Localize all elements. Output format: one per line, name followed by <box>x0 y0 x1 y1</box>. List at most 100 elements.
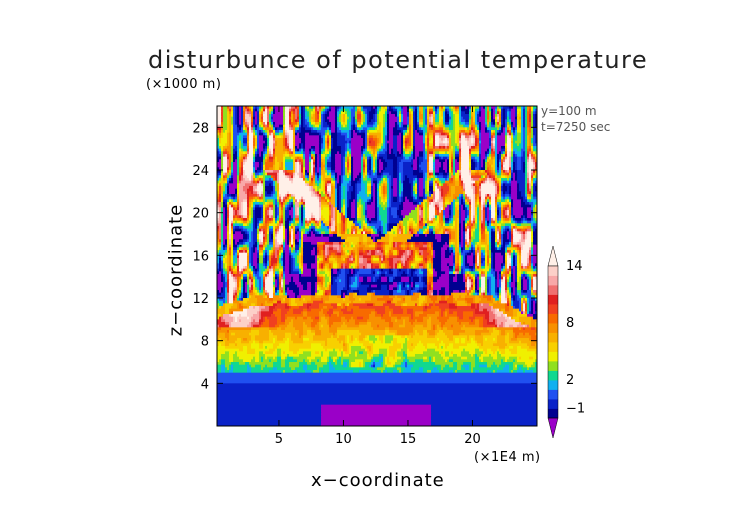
heatmap-cell <box>401 188 404 192</box>
heatmap-cell <box>387 127 390 131</box>
heatmap-cell <box>473 210 476 214</box>
heatmap-cell <box>437 183 440 187</box>
heatmap-cell <box>429 127 432 131</box>
heatmap-cell <box>365 130 368 134</box>
heatmap-cell <box>311 146 316 150</box>
heatmap-cell <box>473 191 476 195</box>
heatmap-cell <box>455 130 460 134</box>
heatmap-cell <box>311 212 314 216</box>
heatmap-cell <box>397 164 400 168</box>
heatmap-cell <box>397 167 400 171</box>
heatmap-cell <box>431 138 434 142</box>
heatmap-cell <box>521 199 524 203</box>
heatmap-cell <box>453 210 456 214</box>
heatmap-cell <box>505 132 508 136</box>
heatmap-cell <box>455 218 458 222</box>
heatmap-cell <box>263 143 268 147</box>
heatmap-cell <box>479 156 482 160</box>
heatmap-cell <box>475 183 478 187</box>
heatmap-cell <box>239 204 242 208</box>
heatmap-cell <box>393 143 398 147</box>
heatmap-cell <box>319 108 322 112</box>
heatmap-cell <box>223 183 226 187</box>
heatmap-cell <box>511 210 514 214</box>
heatmap-cell <box>443 204 446 208</box>
heatmap-cell <box>521 111 524 115</box>
heatmap-cell <box>217 154 222 158</box>
heatmap-cell <box>379 186 382 190</box>
heatmap-cell <box>285 154 290 158</box>
heatmap-cell <box>271 124 274 128</box>
heatmap-cell <box>309 124 312 128</box>
heatmap-cell <box>217 186 220 190</box>
heatmap-cell <box>515 164 518 168</box>
heatmap-cell <box>357 199 360 203</box>
heatmap-cell <box>249 114 252 118</box>
heatmap-cell <box>425 204 428 208</box>
heatmap-cell <box>453 175 456 179</box>
heatmap-cell <box>431 127 434 131</box>
heatmap-cell <box>475 164 478 168</box>
heatmap-cell <box>485 124 488 128</box>
heatmap-cell <box>485 119 488 123</box>
heatmap-cell <box>505 159 510 163</box>
heatmap-cell <box>367 175 370 179</box>
heatmap-cell <box>523 108 526 112</box>
heatmap-cell <box>353 119 356 123</box>
heatmap-cell <box>413 132 416 136</box>
heatmap-cell <box>315 172 318 176</box>
heatmap-cell <box>339 106 342 110</box>
heatmap-cell <box>371 162 374 166</box>
heatmap-cell <box>223 212 226 216</box>
heatmap-cell <box>365 186 368 190</box>
heatmap-cell <box>305 119 308 123</box>
heatmap-cell <box>263 188 266 192</box>
heatmap-cell <box>419 215 424 219</box>
heatmap-cell <box>449 154 452 158</box>
heatmap-cell <box>373 156 376 160</box>
heatmap-cell <box>443 164 448 168</box>
heatmap-cell <box>249 108 252 112</box>
heatmap-cell <box>223 210 226 214</box>
heatmap-cell <box>269 159 274 163</box>
heatmap-cell <box>529 135 532 139</box>
heatmap-cell <box>289 140 294 144</box>
heatmap-cell <box>303 111 306 115</box>
heatmap-cell <box>405 132 408 136</box>
heatmap-cell <box>425 199 428 203</box>
heatmap-cell <box>511 212 514 216</box>
heatmap-cell <box>241 148 244 152</box>
heatmap-cell <box>383 175 388 179</box>
heatmap-cell <box>271 178 274 182</box>
heatmap-cell <box>387 143 390 147</box>
heatmap-cell <box>423 186 426 190</box>
heatmap-cell <box>243 218 248 222</box>
heatmap-cell <box>281 196 284 200</box>
heatmap-cell <box>505 215 508 219</box>
heatmap-cell <box>247 212 250 216</box>
heatmap-cell <box>479 132 482 136</box>
heatmap-cell <box>303 207 306 211</box>
heatmap-cell <box>313 151 316 155</box>
heatmap-cell <box>259 183 262 187</box>
heatmap-cell <box>251 180 254 184</box>
heatmap-cell <box>521 154 524 158</box>
heatmap-cell <box>465 199 468 203</box>
heatmap-cell <box>227 114 230 118</box>
heatmap-cell <box>431 194 434 198</box>
heatmap-cell <box>291 122 298 126</box>
heatmap-cell <box>507 143 512 147</box>
heatmap-cell <box>389 207 392 211</box>
heatmap-cell <box>429 215 434 219</box>
heatmap-cell <box>363 159 366 163</box>
heatmap-cell <box>469 116 472 120</box>
heatmap-cell <box>529 162 534 166</box>
heatmap-cell <box>325 180 328 184</box>
heatmap-cell <box>523 122 526 126</box>
heatmap-cell <box>271 215 274 219</box>
heatmap-cell <box>223 218 226 222</box>
heatmap-cell <box>263 162 266 166</box>
heatmap-cell <box>221 210 224 214</box>
heatmap-cell <box>347 148 350 152</box>
heatmap-cell <box>511 170 514 174</box>
